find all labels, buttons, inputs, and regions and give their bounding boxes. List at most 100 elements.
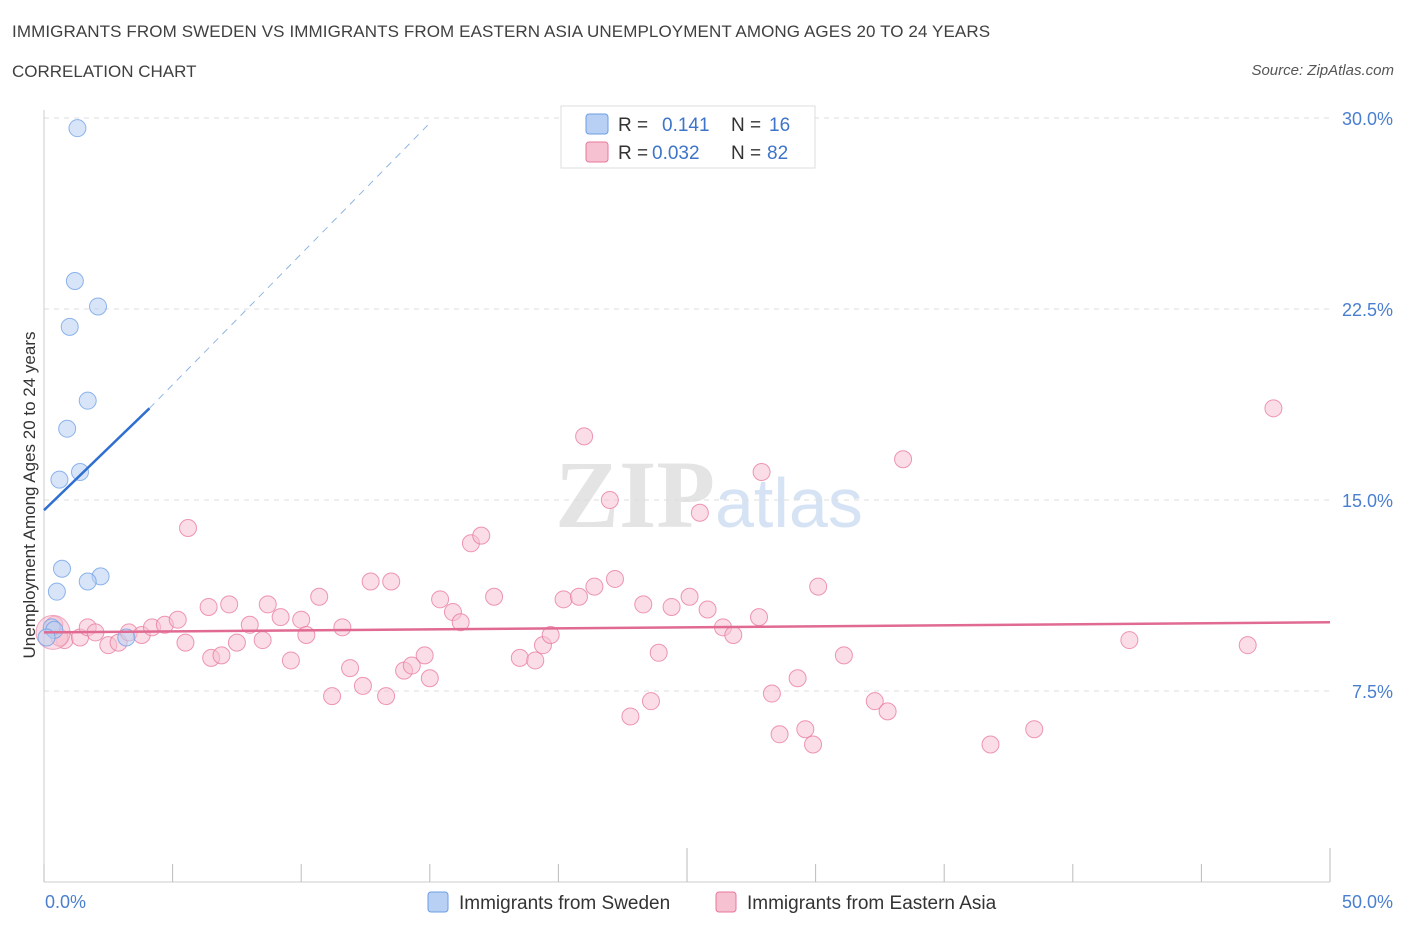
- x-tick-label-min: 0.0%: [45, 892, 86, 912]
- x-axis-ticks: [43, 848, 1331, 882]
- series-legend: Immigrants from Sweden Immigrants from E…: [427, 891, 997, 914]
- eastasia-point-80: [1264, 399, 1283, 418]
- eastasia-point-78: [1120, 631, 1139, 650]
- eastasia-point-55: [634, 595, 653, 614]
- eastasia-point-71: [809, 577, 828, 596]
- eastasia-point-53: [605, 569, 624, 588]
- legend-r-label-sweden: R =: [618, 115, 648, 136]
- eastasia-point-19: [240, 615, 259, 634]
- eastasia-point-35: [402, 656, 421, 675]
- y-axis-label: Unemployment Among Ages 20 to 24 years: [20, 332, 39, 659]
- eastasia-point-48: [554, 590, 573, 609]
- eastasia-point-36: [415, 646, 434, 665]
- eastasia-point-18: [227, 633, 246, 652]
- eastasia-point-56: [641, 692, 660, 711]
- legend-n-value-eastasia: 82: [767, 143, 788, 164]
- eastasia-point-64: [750, 608, 769, 627]
- eastasia-point-61: [698, 600, 717, 619]
- eastasia-point-38: [431, 590, 450, 609]
- bottom-legend-swatch-eastasia: [715, 891, 737, 913]
- eastasia-point-16: [212, 646, 231, 665]
- legend-n-label-sweden: N =: [731, 115, 761, 136]
- eastasia-point-58: [662, 597, 681, 616]
- eastasia-point-12: [176, 633, 195, 652]
- eastasia-point-22: [271, 608, 290, 627]
- eastasia-point-51: [585, 577, 604, 596]
- eastasia-point-59: [680, 587, 699, 606]
- eastasia-point-27: [323, 687, 342, 706]
- legend-swatch-eastasia: [585, 141, 609, 163]
- eastasia-point-57: [649, 643, 668, 662]
- sweden-point-14: [117, 628, 136, 647]
- eastasia-point-70: [804, 735, 823, 754]
- eastasia-point-17: [220, 595, 239, 614]
- eastasia-point-65: [752, 462, 771, 481]
- eastasia-point-44: [510, 648, 529, 667]
- eastasia-point-25: [297, 625, 316, 644]
- eastasia-point-50: [575, 427, 594, 446]
- source-label: Source: ZipAtlas.com: [1251, 62, 1394, 79]
- sweden-point-3: [60, 317, 79, 336]
- watermark-zip: ZIP: [555, 441, 715, 548]
- bottom-legend-label-eastasia: Immigrants from Eastern Asia: [747, 893, 997, 914]
- eastasia-point-67: [770, 725, 789, 744]
- eastasia-point-63: [724, 625, 743, 644]
- legend-swatch-sweden: [585, 113, 609, 135]
- y-tick-label-3: 30.0%: [1342, 109, 1393, 129]
- eastasia-point-52: [600, 491, 619, 509]
- sweden-point-6: [71, 462, 90, 481]
- eastasia-point-32: [377, 687, 396, 706]
- y-tick-label-0: 7.5%: [1352, 682, 1393, 702]
- chart-subtitle: CORRELATION CHART: [12, 62, 197, 81]
- eastasia-point-72: [834, 646, 853, 665]
- eastasia-point-14: [199, 597, 218, 616]
- eastasia-point-75: [894, 450, 913, 469]
- eastasia-point-21: [258, 595, 277, 614]
- watermark-atlas: atlas: [715, 464, 863, 542]
- bottom-legend-swatch-sweden: [427, 891, 449, 913]
- legend-n-value-sweden: 16: [769, 115, 790, 136]
- eastasia-point-24: [292, 610, 311, 629]
- legend-n-label-eastasia: N =: [731, 143, 761, 164]
- eastasia-point-45: [526, 651, 545, 670]
- eastasia-point-30: [353, 676, 372, 695]
- sweden-point-2: [89, 297, 108, 316]
- eastasia-trend-line: [43, 620, 1331, 634]
- eastasia-point-47: [541, 625, 560, 644]
- sweden-point-0: [68, 119, 87, 138]
- eastasia-point-42: [472, 526, 491, 545]
- eastasia-point-29: [341, 659, 360, 678]
- chart-title: IMMIGRANTS FROM SWEDEN VS IMMIGRANTS FRO…: [12, 22, 991, 41]
- y-tick-label-1: 15.0%: [1342, 491, 1393, 511]
- stats-legend: R = 0.141 N = 16 R = 0.032 N = 82: [560, 105, 816, 169]
- eastasia-point-13: [179, 519, 198, 538]
- sweden-point-10: [78, 572, 97, 591]
- series-eastasia-points: [35, 399, 1283, 754]
- sweden-point-5: [58, 419, 77, 438]
- eastasia-point-37: [420, 669, 439, 688]
- eastasia-point-69: [796, 720, 815, 739]
- eastasia-point-60: [690, 503, 709, 522]
- eastasia-point-11: [168, 610, 187, 629]
- y-tick-label-2: 22.5%: [1342, 300, 1393, 320]
- legend-r-value-eastasia: 0.032: [652, 143, 700, 164]
- eastasia-point-49: [569, 587, 588, 606]
- legend-r-value-sweden: 0.141: [662, 115, 710, 136]
- sweden-point-1: [65, 271, 84, 290]
- legend-r-label-eastasia: R =: [618, 143, 648, 164]
- eastasia-point-73: [865, 692, 884, 711]
- eastasia-point-26: [310, 587, 329, 606]
- sweden-point-7: [50, 470, 69, 489]
- eastasia-point-23: [281, 651, 300, 670]
- eastasia-point-76: [981, 735, 1000, 754]
- eastasia-point-31: [361, 572, 380, 591]
- eastasia-point-28: [333, 618, 352, 637]
- sweden-point-11: [47, 582, 66, 601]
- eastasia-point-20: [253, 631, 272, 650]
- eastasia-point-79: [1238, 636, 1257, 655]
- y-axis-tick-labels: 7.5% 15.0% 22.5% 30.0%: [1342, 109, 1393, 702]
- sweden-trend-extrapolated: [149, 122, 431, 409]
- x-tick-label-max: 50.0%: [1342, 892, 1393, 912]
- eastasia-point-43: [485, 587, 504, 606]
